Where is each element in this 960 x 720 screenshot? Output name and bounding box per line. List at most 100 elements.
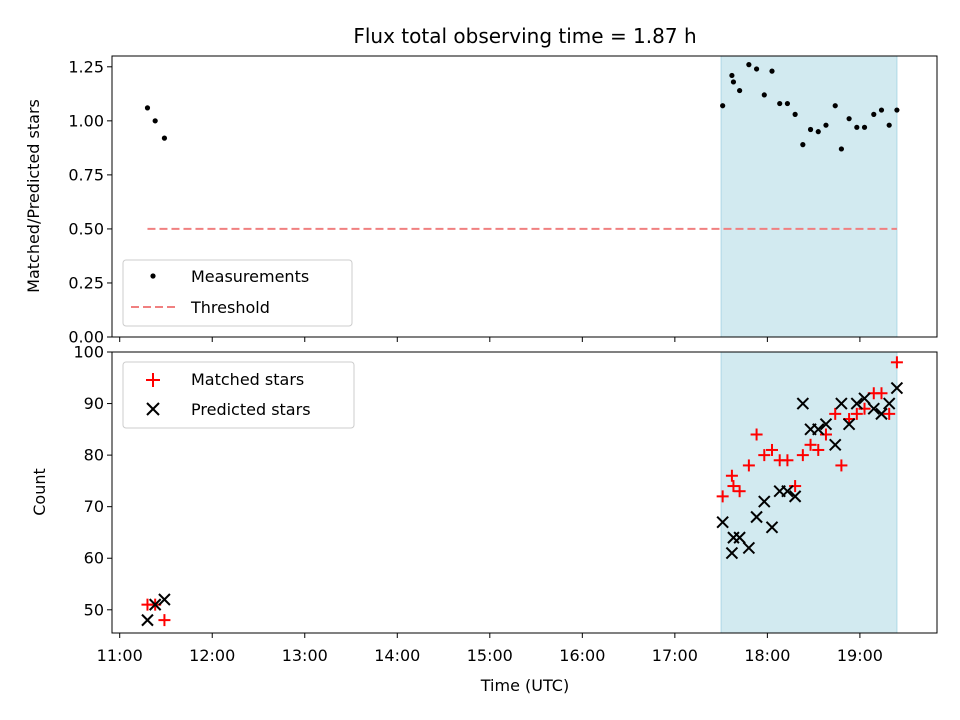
measurement-point [737,87,743,94]
measurement-point [807,126,814,133]
legend-top: Measurements Threshold [122,259,353,327]
observing-window-band [721,56,897,337]
measurement-point [730,79,737,85]
y-tick-label: 1.00 [68,111,104,130]
matched-star-point [716,490,729,503]
y-tick-label: 70 [84,497,104,516]
measurement-point [777,100,783,107]
measurement-point [729,72,735,79]
observing-window-shade [720,352,898,633]
matched-star-point [733,485,746,498]
matched-star-point [766,443,778,456]
predicted-star-point [158,593,171,606]
observing-window-band [721,352,897,633]
matched-star-point [796,449,809,462]
matched-star-point [829,407,842,420]
matched-star-point [835,459,848,472]
matched-star-point [858,402,871,415]
x-tick-label: 14:00 [374,646,420,665]
matched-star-point [158,614,171,627]
x-tick-label: 13:00 [282,646,328,665]
star-count-panel: 50 60 70 80 90 100 11:00 12:00 13:00 14:00 15:00 16… [30,343,938,695]
measurement-point [823,122,829,128]
x-tick-label: 16:00 [559,646,605,665]
y-tick-label: 90 [84,394,104,413]
matched-star-point [742,459,755,472]
predicted-star-point [141,613,154,627]
measurement-point [854,124,860,130]
measurement-point [784,100,791,107]
x-tick-label: 15:00 [467,646,513,665]
flux-ratio-axes: 0.00 0.25 0.50 0.75 1.00 1.25 [68,55,938,347]
matched-star-point [758,449,771,462]
observing-window-shade [720,56,898,337]
matched-star-point [789,480,802,493]
predicted-star-point [882,397,896,410]
predicted-star-point [890,381,904,395]
y-tick-label: 50 [84,600,104,619]
measurement-point [761,92,767,98]
measurement-point [746,62,752,68]
predicted-star-point [788,490,802,503]
plot-frame [111,55,938,338]
measurement-point [769,68,775,74]
predicted-star-point [725,546,739,560]
predicted-star-point [829,438,842,452]
x-axis-label: Time (UTC) [480,676,569,695]
matched-star-point [883,407,896,420]
legend-marker-matched [146,373,160,387]
predicted-star-point [812,423,825,436]
predicted-star-point [842,417,856,431]
predicted-star-point [858,392,871,405]
measurement-point [838,146,844,152]
matched-star-point [819,428,832,441]
x-tick-label: 12:00 [189,646,235,665]
matched-star-point [890,356,903,369]
predicted-star-point [733,531,746,544]
y-tick-label: 0.00 [68,328,104,347]
legend-marker-measurements [150,273,156,279]
predicted-star-point [148,598,162,611]
predicted-star-point [875,407,888,421]
measurement-point [878,107,885,113]
predicted-star-point [781,485,794,498]
star-count-series [141,356,904,627]
flux-ratio-panel: 0.00 0.25 0.50 0.75 1.00 1.25 Matched/Predict… [24,55,938,347]
measurement-point [800,142,806,148]
measurement-point [861,124,868,130]
x-tick-label: 18:00 [744,646,790,665]
predicted-star-point [750,510,763,524]
legend-label-measurements: Measurements [191,267,309,286]
measurement-point [894,107,900,113]
matched-star-point [850,407,863,420]
x-tick-label: 19:00 [837,646,883,665]
legend-marker-predicted [146,402,160,416]
legend-label-predicted: Predicted stars [191,400,311,419]
measurement-point [815,129,821,135]
predicted-star-point [796,397,810,410]
predicted-star-point [765,521,779,534]
y-tick-label: 80 [84,446,104,465]
matched-star-point [804,438,817,451]
predicted-star-point [758,495,771,508]
predicted-star-point [716,515,729,529]
predicted-star-point [819,417,833,431]
predicted-star-point [867,402,880,415]
measurement-point [720,103,726,109]
legend-bottom: Matched stars Predicted stars [122,361,355,429]
matched-star-point [875,387,888,400]
matched-star-point [750,428,763,441]
measurement-point [152,118,158,124]
legend-label-threshold: Threshold [190,298,270,317]
measurement-point [886,122,892,128]
matched-star-point [725,469,738,482]
y-tick-label: 1.25 [68,57,104,76]
y-tick-label: 0.50 [68,219,104,238]
measurement-point [144,105,151,111]
y-tick-label: 60 [84,549,104,568]
y-tick-label: 100 [73,343,104,362]
predicted-star-point [835,397,848,410]
measurement-point [753,66,760,72]
x-tick-label: 17:00 [652,646,698,665]
